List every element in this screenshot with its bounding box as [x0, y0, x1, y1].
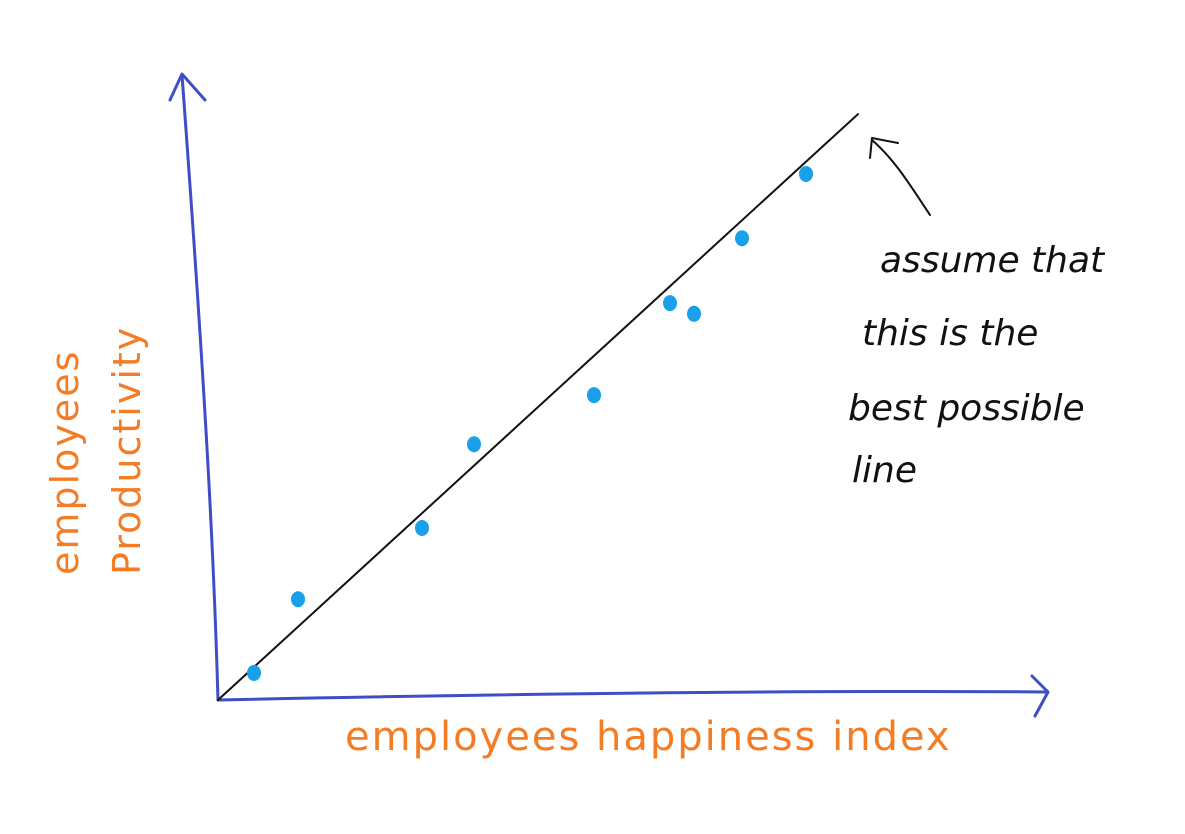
data-point-2	[291, 591, 305, 608]
data-point-7	[687, 305, 701, 322]
annotation-line-3: best possible	[848, 388, 1085, 429]
data-point-6	[663, 295, 677, 312]
x-axis-label: employees happiness index	[345, 714, 952, 760]
data-point-9	[799, 165, 813, 182]
annotation-arrowhead	[869, 137, 899, 159]
y-axis-label-line-2: Productivity	[105, 326, 149, 575]
y-axis-arrowhead	[168, 72, 207, 102]
data-point-1	[247, 664, 261, 681]
x-axis-arrowhead	[1030, 674, 1050, 718]
data-point-3	[415, 520, 429, 537]
annotation-line-4: line	[852, 450, 917, 491]
annotation-line-1: assume that	[880, 240, 1106, 281]
data-point-8	[735, 230, 749, 247]
best-fit-line	[217, 113, 859, 701]
y-axis-line	[180, 73, 220, 702]
data-points	[247, 165, 813, 681]
annotation-arrow	[871, 139, 931, 216]
x-axis-line	[216, 689, 1048, 702]
y-axis-label-2: Productivity	[105, 326, 149, 575]
data-point-5	[587, 387, 601, 404]
y-axis-label: employees	[43, 350, 87, 575]
data-point-4	[467, 436, 481, 453]
y-axis-label-line-1: employees	[43, 350, 87, 575]
annotation-line-2: this is the	[862, 313, 1038, 354]
